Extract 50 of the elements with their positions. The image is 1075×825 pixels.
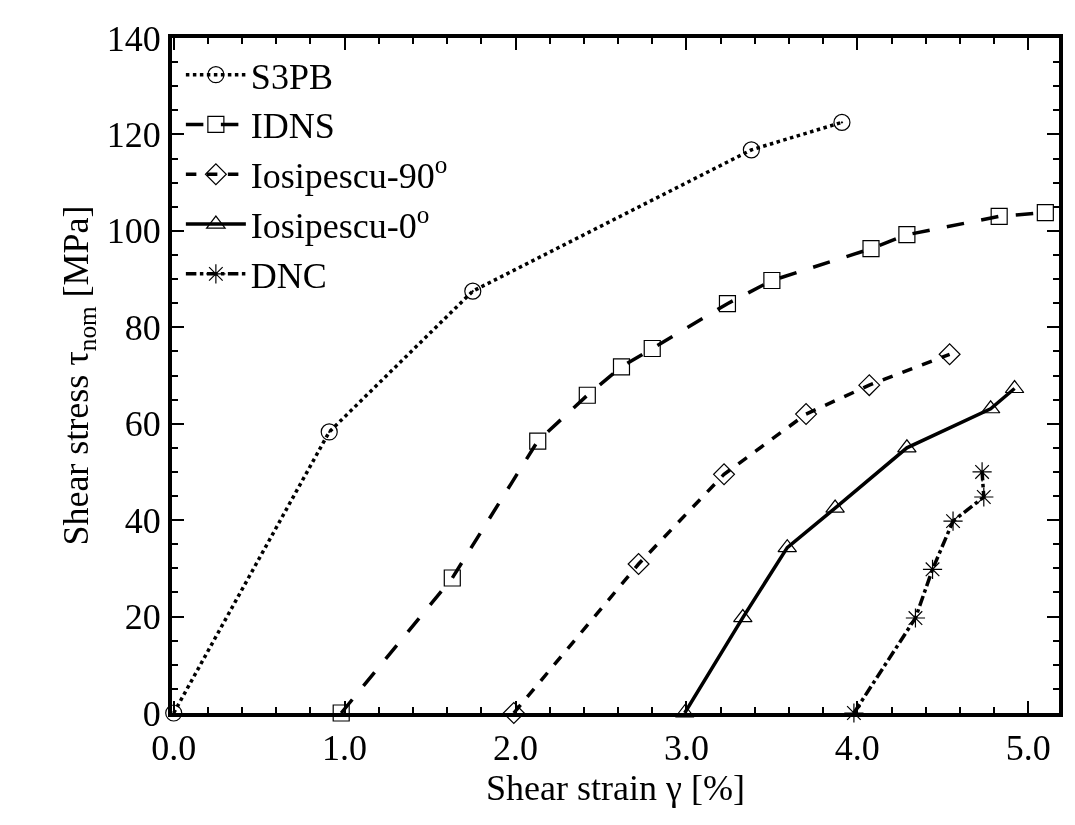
point — [938, 343, 961, 366]
point — [973, 486, 994, 508]
point — [1036, 203, 1054, 222]
point — [612, 358, 631, 376]
point — [763, 271, 781, 290]
point — [578, 386, 596, 404]
x-tick-label: 2.0 — [493, 728, 539, 769]
point — [862, 240, 880, 258]
point — [833, 113, 851, 131]
legend-label: Iosipescu-0$^{o}$ — [250, 200, 430, 247]
legend-label: DNC — [250, 255, 327, 296]
point — [898, 226, 916, 244]
y-tick-label: 80 — [124, 307, 161, 348]
x-tick-label: 5.0 — [1005, 728, 1051, 769]
point — [464, 282, 482, 300]
point — [332, 704, 350, 722]
legend-label: Iosipescu-90$^{o}$ — [250, 151, 448, 197]
point — [732, 608, 753, 623]
point — [713, 463, 736, 486]
y-tick-label: 60 — [124, 404, 161, 445]
point — [795, 403, 818, 426]
y-tick-label: 120 — [106, 115, 161, 156]
point — [443, 569, 461, 587]
y-tick-label: 20 — [124, 597, 161, 638]
point — [320, 423, 338, 441]
y-tick-label: 40 — [124, 500, 161, 541]
point — [1004, 379, 1025, 394]
point — [971, 461, 993, 483]
y-tick-label: 140 — [106, 18, 161, 59]
point — [742, 141, 760, 159]
legend-label: IDNS — [250, 106, 335, 147]
point — [825, 499, 845, 513]
point — [905, 607, 926, 629]
point — [627, 553, 650, 576]
y-tick-label: 100 — [106, 211, 161, 252]
point — [843, 702, 865, 724]
point — [897, 439, 917, 453]
x-tick-label: 1.0 — [322, 728, 368, 769]
x-tick-label: 4.0 — [834, 728, 880, 769]
point — [990, 207, 1008, 225]
legend-label: S3PB — [250, 56, 333, 97]
point — [922, 559, 943, 580]
point — [942, 510, 964, 532]
point — [529, 432, 547, 450]
point — [858, 374, 881, 397]
point — [718, 295, 737, 313]
x-tick-label: 3.0 — [663, 728, 709, 769]
x-axis-title: Shear strain γ [%] — [486, 768, 745, 809]
point — [502, 702, 525, 724]
point — [643, 339, 661, 358]
